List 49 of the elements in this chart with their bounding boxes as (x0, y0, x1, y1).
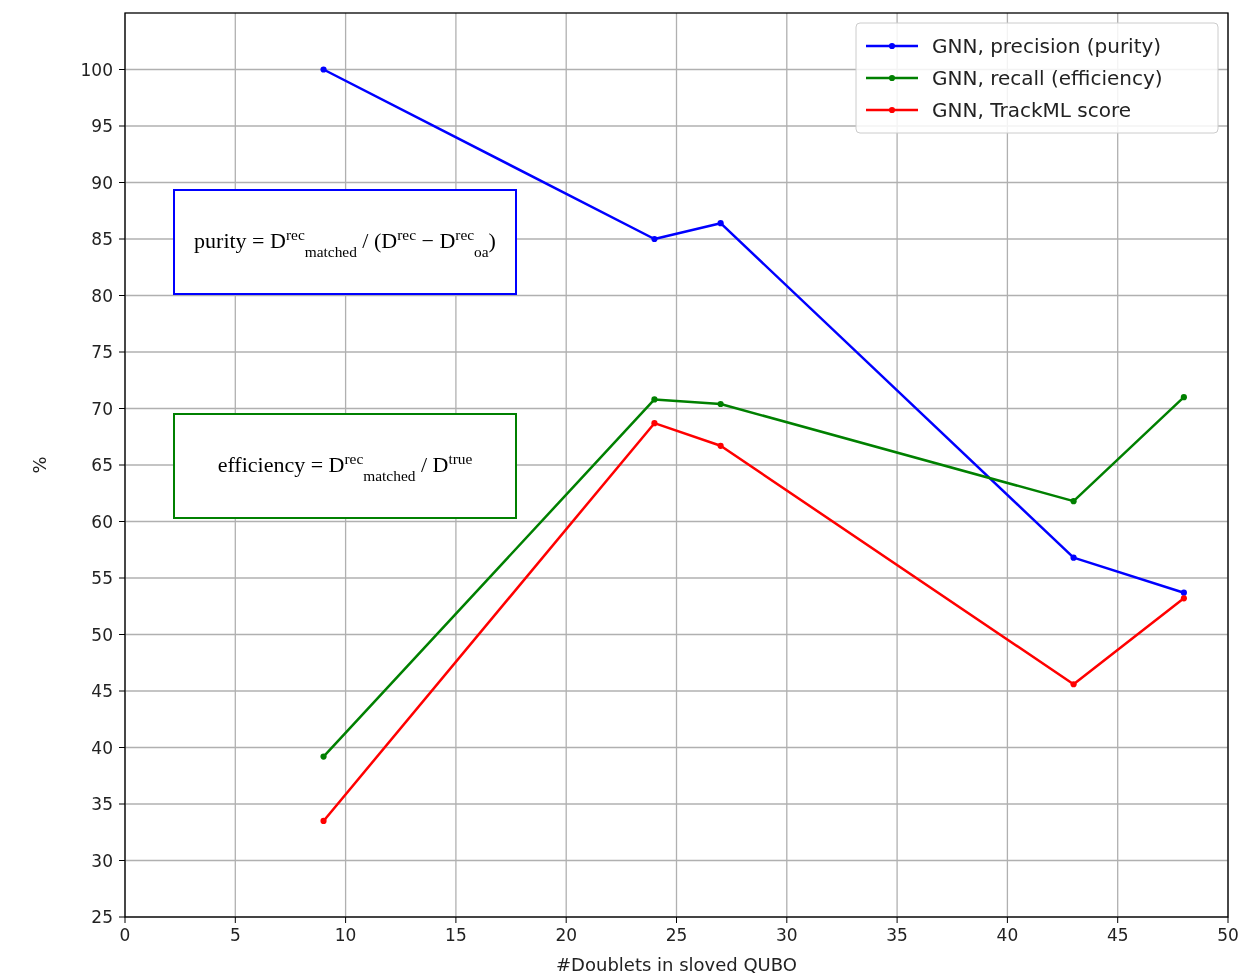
y-tick-label: 90 (91, 172, 113, 193)
point (320, 817, 327, 825)
x-tick-label: 0 (119, 925, 131, 945)
y-tick-label: 70 (91, 398, 113, 419)
x-tick-label: 25 (665, 925, 688, 945)
x-tick-label: 40 (996, 925, 1019, 945)
y-tick-label: 85 (91, 229, 113, 249)
y-tick-label: 75 (91, 342, 113, 362)
point (651, 235, 658, 243)
y-tick-label: 95 (91, 116, 113, 136)
x-tick-label: 20 (555, 925, 578, 945)
legend-label: GNN, precision (purity) (932, 34, 1162, 58)
x-axis-title: #Doublets in sloved QUBO (556, 954, 797, 975)
y-tick-label: 60 (91, 511, 113, 532)
legend-label: GNN, recall (efficiency) (932, 66, 1163, 90)
legend-label: GNN, TrackML score (932, 98, 1131, 122)
point (1070, 498, 1077, 505)
x-tick-label: 10 (334, 925, 357, 945)
x-tick-label: 35 (886, 925, 908, 945)
point (651, 420, 658, 427)
y-tick-label: 55 (91, 568, 113, 588)
y-tick-label: 100 (80, 59, 113, 80)
point (1180, 595, 1187, 602)
point (717, 220, 724, 227)
y-axis-title: % (29, 456, 50, 474)
y-tick-label: 65 (91, 455, 113, 475)
point (320, 753, 327, 760)
x-tick-label: 30 (775, 925, 798, 945)
text: purity = D$^{rec}$$_{matched}$ / (D$^{rec}$ − D$^{rec}$$_{oa}$) (194, 225, 496, 260)
point (651, 396, 658, 403)
y-tick-label: 45 (91, 681, 113, 701)
x-tick-label: 5 (229, 925, 241, 945)
x-tick-label: 50 (1217, 925, 1239, 945)
point (717, 400, 724, 408)
y-tick-label: 25 (91, 907, 113, 927)
y-tick-label: 80 (91, 285, 113, 306)
y-tick-label: 40 (91, 737, 113, 758)
y-tick-label: 50 (91, 624, 113, 645)
point (1070, 681, 1077, 688)
point (1180, 589, 1187, 596)
y-tick-label: 35 (91, 794, 113, 814)
annotation: efficiency = D$^{rec}$$_{matched}$ / D$^{true}$ (217, 449, 473, 484)
point (717, 442, 724, 449)
y-tick-label: 30 (91, 850, 113, 871)
x-tick-label: 15 (445, 925, 467, 945)
point (320, 66, 327, 73)
x-tick-label: 45 (1106, 925, 1129, 945)
point (1180, 394, 1187, 401)
point (1070, 554, 1077, 561)
